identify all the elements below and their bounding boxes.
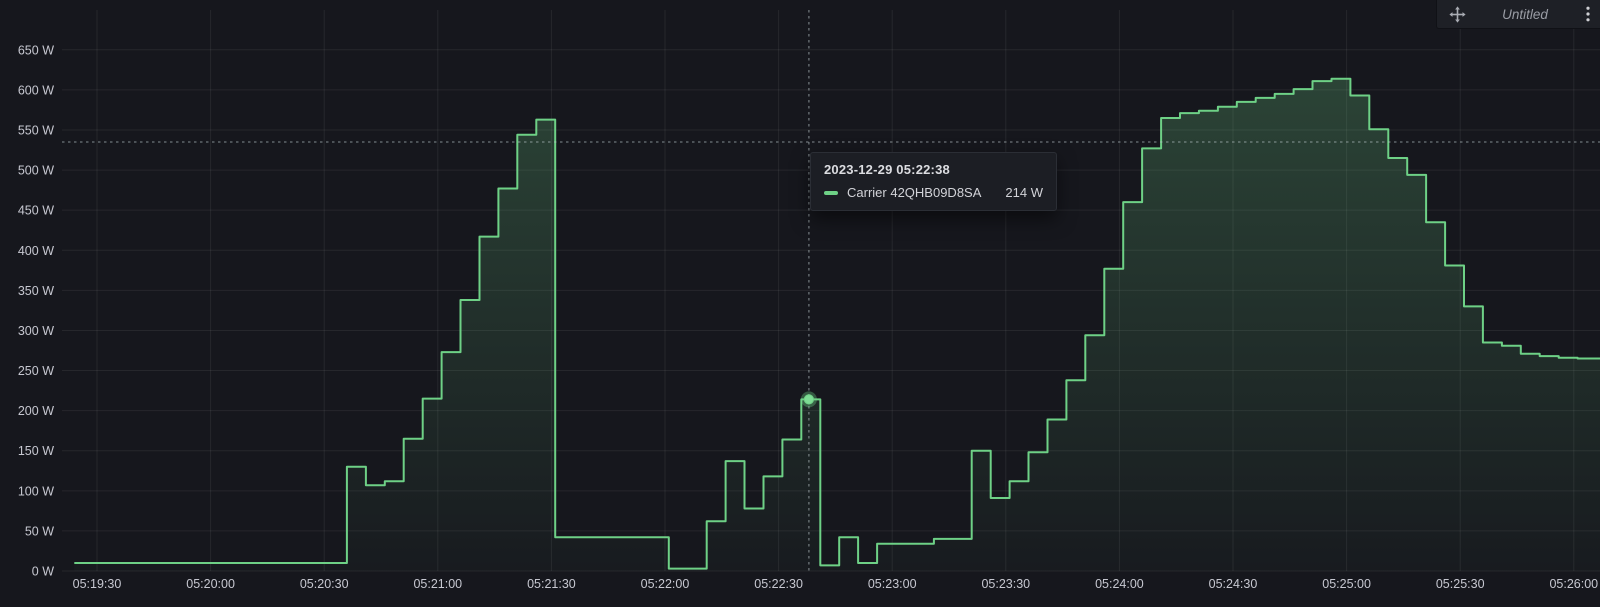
svg-text:05:24:30: 05:24:30 xyxy=(1209,577,1258,591)
svg-text:05:20:00: 05:20:00 xyxy=(186,577,235,591)
series-color-swatch-icon xyxy=(824,190,838,195)
svg-text:05:21:30: 05:21:30 xyxy=(527,577,576,591)
svg-text:450 W: 450 W xyxy=(18,204,54,218)
svg-text:300 W: 300 W xyxy=(18,324,54,338)
svg-text:0 W: 0 W xyxy=(32,565,54,579)
svg-text:05:25:30: 05:25:30 xyxy=(1436,577,1485,591)
svg-text:05:23:00: 05:23:00 xyxy=(868,577,917,591)
panel-title: Untitled xyxy=(1502,6,1548,22)
svg-text:200 W: 200 W xyxy=(18,404,54,418)
chart-tooltip: 2023-12-29 05:22:38 Carrier 42QHB09D8SA … xyxy=(810,152,1057,211)
svg-text:600 W: 600 W xyxy=(18,83,54,97)
svg-text:150 W: 150 W xyxy=(18,444,54,458)
svg-text:250 W: 250 W xyxy=(18,364,54,378)
svg-text:05:25:00: 05:25:00 xyxy=(1322,577,1371,591)
svg-text:05:22:30: 05:22:30 xyxy=(754,577,803,591)
svg-text:05:24:00: 05:24:00 xyxy=(1095,577,1144,591)
svg-text:05:21:00: 05:21:00 xyxy=(413,577,462,591)
svg-text:05:26:00: 05:26:00 xyxy=(1549,577,1598,591)
tooltip-series-value: 214 W xyxy=(1005,185,1043,200)
svg-text:05:22:00: 05:22:00 xyxy=(641,577,690,591)
svg-text:400 W: 400 W xyxy=(18,244,54,258)
tooltip-series-row: Carrier 42QHB09D8SA 214 W xyxy=(824,185,1043,200)
svg-text:350 W: 350 W xyxy=(18,284,54,298)
svg-text:50 W: 50 W xyxy=(25,524,54,538)
tooltip-series-name: Carrier 42QHB09D8SA xyxy=(847,185,982,200)
svg-text:100 W: 100 W xyxy=(18,484,54,498)
panel-header: Untitled xyxy=(1436,0,1600,29)
svg-text:05:23:30: 05:23:30 xyxy=(981,577,1030,591)
svg-text:650 W: 650 W xyxy=(18,43,54,57)
move-icon[interactable] xyxy=(1449,5,1466,23)
svg-text:500 W: 500 W xyxy=(18,164,54,178)
svg-text:05:20:30: 05:20:30 xyxy=(300,577,349,591)
kebab-menu-icon[interactable] xyxy=(1584,4,1592,24)
tooltip-timestamp: 2023-12-29 05:22:38 xyxy=(824,162,950,177)
svg-text:550 W: 550 W xyxy=(18,123,54,137)
svg-text:05:19:30: 05:19:30 xyxy=(73,577,122,591)
